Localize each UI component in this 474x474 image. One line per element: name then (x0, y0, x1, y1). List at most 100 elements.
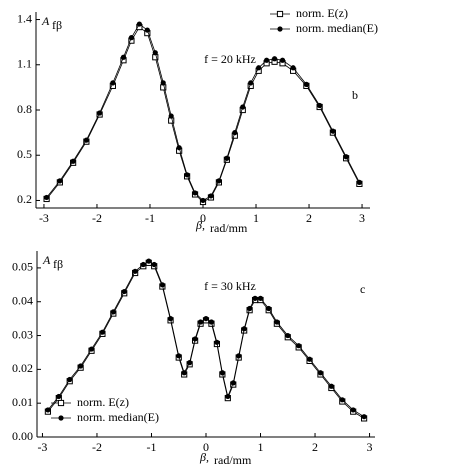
data-point (132, 268, 138, 274)
y-tick-label: 0.02 (12, 361, 33, 375)
data-point (339, 397, 345, 403)
data-point (317, 370, 324, 376)
data-point (203, 316, 209, 322)
data-point (240, 104, 246, 110)
data-point (208, 319, 215, 325)
x-tick-label: 0 (203, 440, 209, 454)
series-line (47, 260, 365, 418)
series-line (46, 26, 360, 203)
data-point (197, 319, 204, 325)
data-point (146, 258, 152, 264)
legend-label: norm. E(z) (77, 395, 129, 409)
data-point (83, 137, 89, 143)
annotation: f = 20 kHz (204, 52, 256, 66)
data-point (252, 295, 258, 301)
data-point (224, 155, 230, 161)
data-point (241, 326, 247, 332)
y-tick-label: 0.2 (17, 192, 32, 206)
legend-label: norm. E(z) (296, 6, 348, 20)
data-point (67, 376, 73, 383)
data-point (192, 336, 198, 342)
data-point (216, 178, 222, 184)
data-point (99, 329, 106, 335)
y-tick-label: 0.8 (17, 102, 32, 116)
data-point (279, 57, 286, 63)
data-point (208, 193, 214, 199)
data-point (271, 56, 278, 62)
data-point (343, 154, 349, 160)
legend-marker (58, 415, 64, 421)
x-tick-label: -1 (146, 440, 156, 454)
data-point (168, 113, 174, 119)
x-tick-label: 0 (200, 211, 206, 225)
data-point (167, 316, 174, 322)
data-point (264, 57, 270, 63)
data-point (225, 393, 231, 400)
legend-marker (57, 399, 65, 407)
data-point (160, 80, 166, 86)
data-point (110, 309, 116, 315)
data-point (187, 360, 193, 366)
data-point (303, 81, 309, 87)
y-axis-label-sub: fβ (53, 257, 63, 271)
x-tick-label: 3 (367, 440, 373, 454)
annotation: f = 30 kHz (204, 279, 256, 293)
legend-marker (276, 10, 284, 18)
y-axis-label: A (41, 14, 50, 28)
data-point (151, 261, 157, 268)
data-point (285, 332, 291, 339)
data-point (184, 172, 190, 178)
data-point (181, 370, 187, 376)
y-tick-label: 1.4 (17, 11, 32, 25)
data-point (45, 407, 51, 413)
data-point (317, 102, 323, 109)
data-point (274, 319, 280, 325)
y-tick-label: 0.04 (12, 293, 33, 307)
x-tick-label: -2 (92, 440, 102, 454)
y-tick-label: 0.5 (17, 147, 32, 161)
data-point (97, 110, 103, 116)
data-point (121, 288, 127, 295)
x-tick-label: -2 (92, 211, 102, 225)
data-point (330, 128, 336, 134)
data-point (296, 343, 302, 349)
data-point (56, 393, 62, 400)
data-point (257, 295, 264, 301)
data-point (219, 370, 225, 376)
data-point (159, 282, 165, 288)
data-point (128, 35, 135, 41)
y-tick-label: 1.1 (17, 57, 32, 71)
data-point (192, 190, 198, 196)
data-point (236, 353, 242, 359)
y-axis-label: A (42, 253, 51, 267)
data-point (70, 158, 76, 164)
data-point (176, 145, 182, 151)
data-point (88, 346, 95, 352)
x-tick-label: 3 (359, 211, 365, 225)
data-point (78, 363, 84, 369)
data-point (110, 80, 116, 86)
y-tick-label: 0.00 (12, 429, 33, 443)
data-point (144, 27, 150, 33)
data-point (290, 65, 296, 71)
data-point (247, 305, 253, 312)
legend-label: norm. median(E) (77, 410, 159, 424)
data-point (256, 65, 262, 71)
y-axis-label-sub: fβ (52, 18, 62, 32)
y-tick-label: 0.01 (12, 395, 33, 409)
data-point (140, 261, 146, 268)
x-axis-label: β, (199, 450, 209, 464)
panel-label: c (360, 282, 365, 296)
data-point (230, 380, 236, 386)
data-point (200, 197, 206, 204)
x-tick-label: -3 (37, 440, 47, 454)
data-point (57, 178, 63, 184)
x-axis-unit: rad/mm (210, 221, 248, 235)
data-point (328, 383, 334, 389)
data-point (232, 130, 238, 136)
x-axis-label: β, (195, 218, 205, 232)
series-line (46, 23, 360, 201)
x-tick-label: 2 (312, 440, 318, 454)
x-tick-label: 2 (306, 211, 312, 225)
